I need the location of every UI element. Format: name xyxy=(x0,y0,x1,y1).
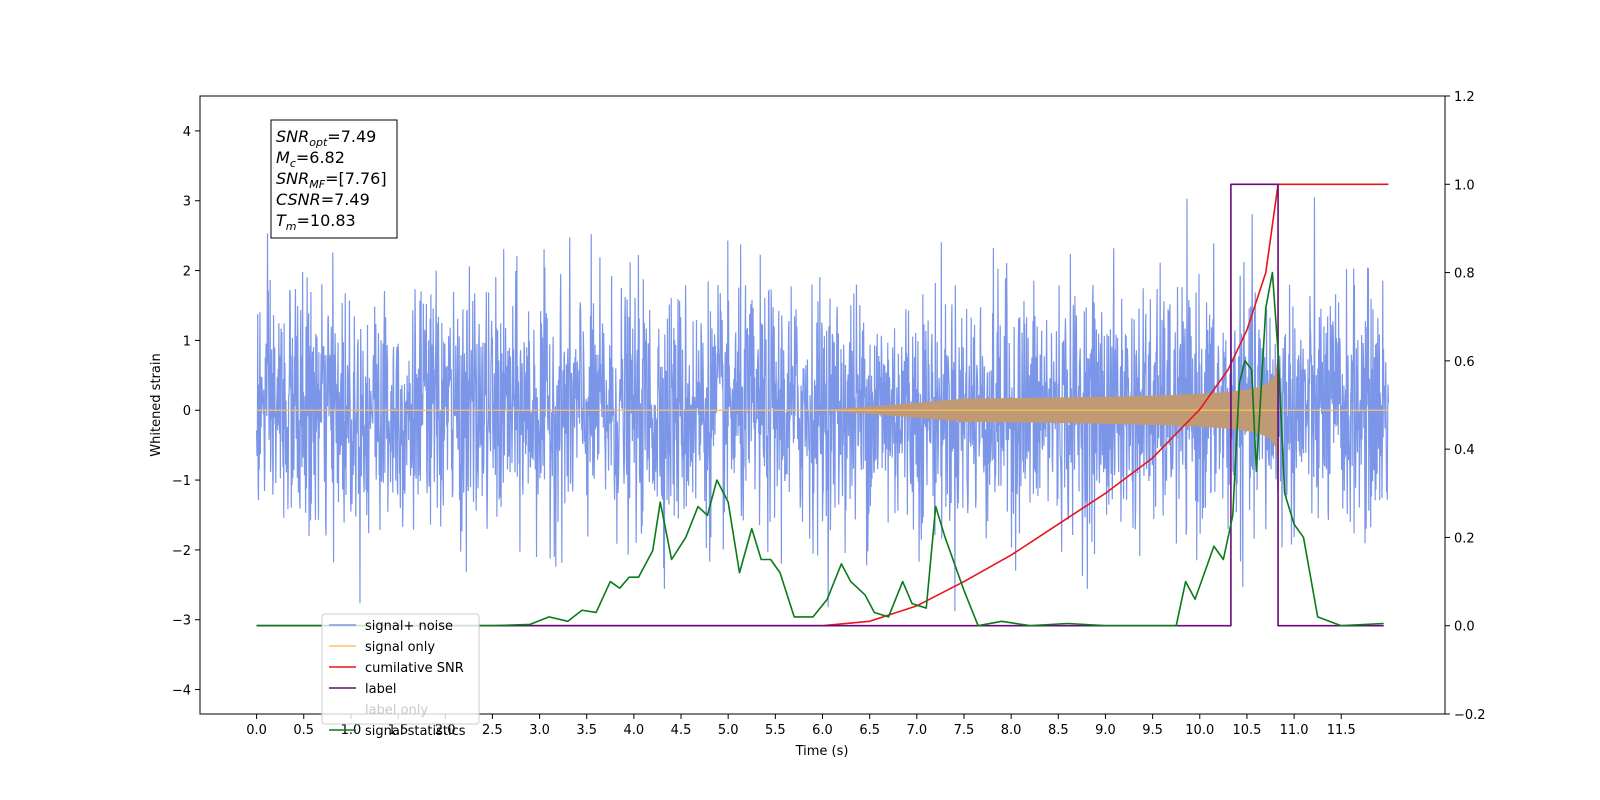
legend-entry-label: label xyxy=(365,682,396,697)
y-tick-label: −2 xyxy=(172,544,191,559)
x-tick-label: 11.5 xyxy=(1327,723,1356,738)
x-axis-label: Time (s) xyxy=(795,744,849,759)
y2-tick-label: 1.2 xyxy=(1454,90,1475,105)
annotation-value: =6.82 xyxy=(296,148,345,167)
y2-tick-label: 1.0 xyxy=(1454,178,1475,193)
y-tick-label: 3 xyxy=(183,195,191,210)
stats-annotation-box: SNRopt=7.49Mc=6.82SNRMF=[7.76]CSNR=7.49T… xyxy=(270,119,398,239)
y2-tick-label: −0.2 xyxy=(1454,708,1486,723)
y2-tick-label: 0.8 xyxy=(1454,267,1475,282)
annotation-symbol: SNR xyxy=(276,127,309,146)
legend-entry-label: cumilative SNR xyxy=(365,661,464,676)
annotation-subscript: m xyxy=(286,220,297,233)
x-tick-label: 10.0 xyxy=(1185,723,1214,738)
legend-entry-label: signal+ noise xyxy=(365,619,453,634)
x-tick-label: 2.0 xyxy=(435,723,456,738)
annotation-line: Tm=10.83 xyxy=(276,211,356,233)
y2-tick-label: 0.2 xyxy=(1454,531,1475,546)
x-tick-label: 11.0 xyxy=(1280,723,1309,738)
y-tick-label: −3 xyxy=(172,614,191,629)
series-signal-noise-line xyxy=(255,197,1390,611)
annotation-subscript: c xyxy=(290,157,296,170)
y-tick-label: 1 xyxy=(183,334,191,349)
x-tick-label: 5.5 xyxy=(765,723,786,738)
plot-area xyxy=(255,183,1390,627)
legend-entry-label: signal statistics xyxy=(365,724,466,739)
legend-entry-label: label only xyxy=(365,703,428,718)
y-tick-label: −4 xyxy=(172,684,191,699)
annotation-value: =[7.76] xyxy=(325,169,387,188)
annotation-subscript: MF xyxy=(309,178,325,191)
annotation-line: Mc=6.82 xyxy=(276,148,345,170)
annotation-subscript: opt xyxy=(309,136,328,149)
annotation-frame xyxy=(270,119,398,239)
x-tick-label: 7.0 xyxy=(906,723,927,738)
x-tick-label: 5.0 xyxy=(718,723,739,738)
x-tick-label: 8.0 xyxy=(1001,723,1022,738)
y2-tick-label: 0.4 xyxy=(1454,443,1475,458)
series-label-line xyxy=(256,183,1384,627)
x-tick-label: 0.0 xyxy=(246,723,267,738)
x-tick-label: 9.5 xyxy=(1142,723,1163,738)
y-tick-label: 0 xyxy=(183,404,191,419)
x-tick-label: 10.5 xyxy=(1232,723,1261,738)
x-tick-label: 3.5 xyxy=(576,723,597,738)
annotation-symbol: T xyxy=(276,211,287,230)
y-tick-label: 2 xyxy=(183,265,191,280)
x-tick-label: 6.5 xyxy=(859,723,880,738)
x-tick-label: 8.5 xyxy=(1048,723,1069,738)
x-tick-label: 4.0 xyxy=(624,723,645,738)
x-tick-label: 0.5 xyxy=(293,723,314,738)
annotation-line: SNRopt=7.49 xyxy=(276,127,376,149)
x-tick-label: 1.5 xyxy=(388,723,409,738)
x-tick-label: 9.0 xyxy=(1095,723,1116,738)
series-signal-statistics-line xyxy=(256,271,1384,627)
annotation-symbol: CSNR xyxy=(276,190,321,209)
axes: 0.0 0.5 1.0 1.5 2.0 2.5 3.0 3.5 4.0 4.5 5.0 5.5 6.0 6… xyxy=(172,90,1486,738)
x-tick-label: 6.0 xyxy=(812,723,833,738)
annotation-line: SNRMF=[7.76] xyxy=(276,169,387,191)
annotation-line: CSNR=7.49 xyxy=(276,190,370,209)
y2-tick-label: 0.0 xyxy=(1454,620,1475,635)
x-tick-label: 2.5 xyxy=(482,723,503,738)
annotation-value: =7.49 xyxy=(327,127,376,146)
x-tick-label: 3.0 xyxy=(529,723,550,738)
legend-frame xyxy=(321,613,480,725)
legend: signal+ noise signal only cumilative SNR la… xyxy=(321,613,480,739)
annotation-symbol: SNR xyxy=(276,169,309,188)
annotation-value: =10.83 xyxy=(297,211,356,230)
x-tick-label: 4.5 xyxy=(671,723,692,738)
annotation-symbol: M xyxy=(276,148,290,167)
y-tick-label: 4 xyxy=(183,125,191,140)
y-tick-label: −1 xyxy=(172,474,191,489)
y-axis-label: Whitened strain xyxy=(149,353,164,456)
y2-tick-label: 0.6 xyxy=(1454,355,1475,370)
annotation-value: =7.49 xyxy=(321,190,370,209)
legend-entry-label: signal only xyxy=(365,640,435,655)
x-tick-label: 7.5 xyxy=(954,723,975,738)
